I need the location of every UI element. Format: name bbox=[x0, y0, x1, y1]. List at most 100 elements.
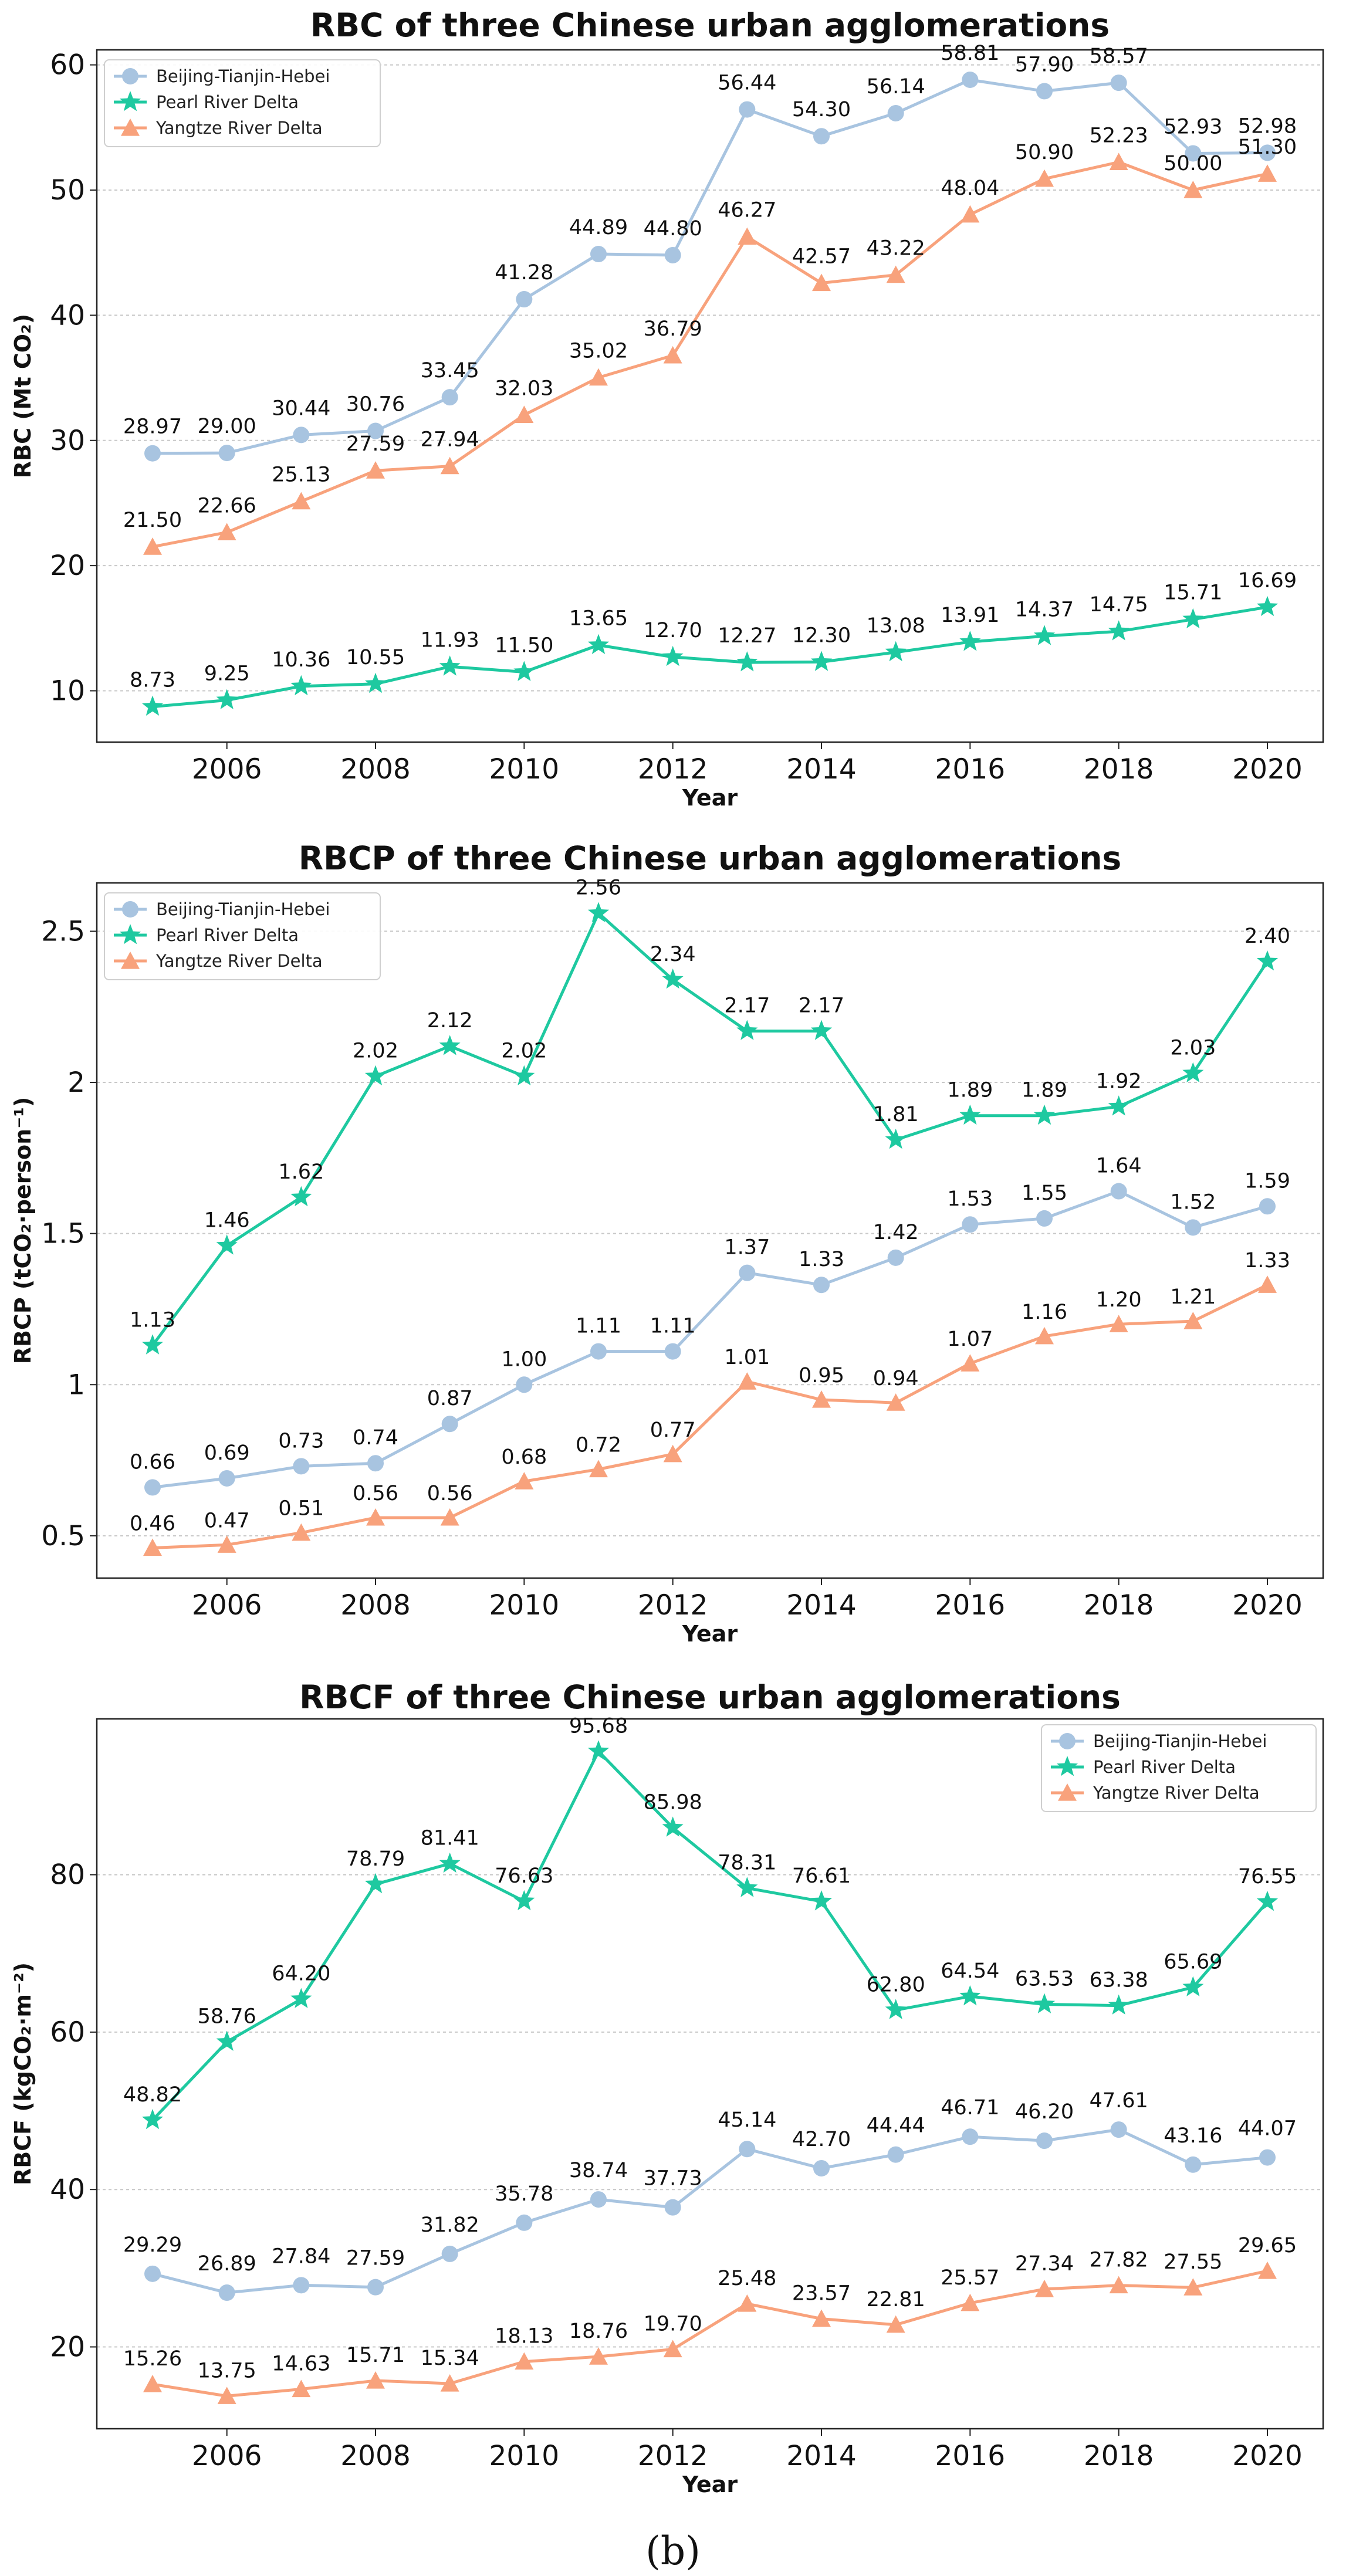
data-label: 64.54 bbox=[941, 1959, 999, 1983]
data-point bbox=[513, 661, 535, 681]
data-point bbox=[143, 1538, 162, 1556]
data-point bbox=[739, 2141, 756, 2158]
x-tick-label: 2016 bbox=[935, 2440, 1006, 2472]
data-label: 85.98 bbox=[644, 1790, 702, 1814]
data-point bbox=[1036, 83, 1053, 100]
legend-box bbox=[1041, 1724, 1317, 1812]
data-point bbox=[516, 1376, 533, 1393]
data-label: 18.13 bbox=[495, 2325, 553, 2348]
x-tick-label: 2018 bbox=[1084, 753, 1154, 786]
data-point bbox=[441, 1416, 458, 1433]
data-label: 23.57 bbox=[792, 2282, 851, 2306]
data-point bbox=[1183, 180, 1203, 198]
data-point bbox=[1035, 1326, 1054, 1345]
legend-label: Pearl River Delta bbox=[1093, 1757, 1236, 1777]
series-line bbox=[152, 605, 1268, 709]
y-tick-label: 30 bbox=[50, 425, 85, 457]
legend-marker bbox=[119, 924, 141, 945]
y-tick-label: 2 bbox=[67, 1067, 85, 1099]
data-label: 13.65 bbox=[569, 607, 628, 631]
x-tick-label: 2008 bbox=[340, 753, 411, 786]
data-label: 38.74 bbox=[569, 2159, 628, 2182]
data-point bbox=[962, 71, 979, 88]
data-point bbox=[962, 1216, 979, 1233]
data-point bbox=[144, 1479, 161, 1496]
data-label: 58.76 bbox=[198, 2005, 256, 2029]
data-point bbox=[367, 422, 384, 439]
data-label: 51.30 bbox=[1238, 136, 1297, 159]
data-point bbox=[441, 389, 458, 406]
series-line bbox=[151, 912, 1269, 1346]
legend-marker bbox=[121, 119, 140, 136]
rbcp-chart: RBCP of three Chinese urban agglomeratio… bbox=[10, 840, 1324, 1647]
data-label: 10.36 bbox=[272, 648, 330, 672]
data-label: 10.55 bbox=[346, 646, 405, 669]
data-label: 13.75 bbox=[198, 2359, 256, 2382]
data-point bbox=[364, 672, 387, 693]
data-point bbox=[516, 291, 533, 308]
series-line bbox=[152, 2128, 1268, 2294]
plot-frame bbox=[96, 1718, 1324, 2430]
data-label: 47.61 bbox=[1090, 2089, 1148, 2113]
data-label: 33.45 bbox=[421, 359, 479, 382]
x-tick-label: 2016 bbox=[935, 1589, 1006, 1622]
series-line bbox=[152, 160, 1268, 549]
data-point bbox=[143, 537, 162, 555]
x-tick-label: 2014 bbox=[786, 1589, 857, 1622]
data-label: 76.63 bbox=[495, 1864, 553, 1888]
data-point bbox=[887, 104, 904, 121]
data-point bbox=[1258, 164, 1277, 182]
rbcf-chart: RBCF of three Chinese urban agglomeratio… bbox=[10, 1678, 1324, 2497]
data-point bbox=[738, 227, 757, 245]
data-label: 11.50 bbox=[495, 634, 553, 658]
data-label: 1.62 bbox=[278, 1160, 324, 1184]
data-label: 78.79 bbox=[346, 1847, 405, 1871]
data-point bbox=[887, 1249, 904, 1266]
legend-marker bbox=[1056, 1756, 1078, 1776]
data-point bbox=[813, 128, 830, 145]
data-label: 27.94 bbox=[421, 428, 479, 452]
data-label: 44.44 bbox=[867, 2114, 925, 2138]
x-tick-label: 2006 bbox=[192, 2440, 262, 2472]
data-point bbox=[515, 1472, 534, 1490]
data-label: 9.25 bbox=[204, 662, 250, 686]
data-label: 25.48 bbox=[718, 2267, 776, 2290]
series-line bbox=[152, 78, 1268, 455]
data-point bbox=[663, 1444, 682, 1463]
data-point bbox=[144, 445, 161, 462]
data-point bbox=[885, 1128, 907, 1149]
data-label: 12.30 bbox=[792, 624, 851, 647]
y-tick-label: 1 bbox=[67, 1369, 85, 1401]
data-point bbox=[367, 1455, 384, 1472]
data-point bbox=[736, 1020, 758, 1040]
data-point bbox=[439, 1852, 461, 1873]
data-point bbox=[589, 368, 608, 386]
data-point bbox=[290, 1186, 312, 1207]
data-label: 2.40 bbox=[1244, 925, 1290, 948]
y-grid: 20 40 60 80 bbox=[50, 1859, 1323, 2363]
data-point bbox=[1185, 1219, 1202, 1236]
data-point bbox=[515, 2352, 534, 2370]
data-label: 30.44 bbox=[272, 397, 330, 420]
data-label: 31.82 bbox=[421, 2213, 479, 2237]
data-label: 18.76 bbox=[569, 2320, 628, 2343]
data-point bbox=[216, 2030, 238, 2051]
data-label: 63.53 bbox=[1015, 1968, 1074, 1991]
data-point bbox=[1256, 950, 1279, 971]
data-label: 1.52 bbox=[1170, 1190, 1216, 1214]
data-label: 50.00 bbox=[1164, 152, 1222, 175]
data-point bbox=[662, 1816, 684, 1837]
x-tick-label: 2014 bbox=[786, 753, 857, 786]
data-point bbox=[587, 1740, 610, 1761]
legend-box bbox=[104, 59, 381, 147]
data-label: 14.75 bbox=[1090, 593, 1148, 617]
x-tick-label: 2016 bbox=[935, 753, 1006, 786]
legend-label: Pearl River Delta bbox=[156, 925, 299, 945]
data-point bbox=[216, 689, 238, 709]
data-label: 76.61 bbox=[792, 1864, 851, 1888]
data-point bbox=[144, 2265, 161, 2282]
data-label: 27.82 bbox=[1090, 2249, 1148, 2272]
data-point bbox=[739, 1264, 756, 1281]
data-point bbox=[812, 1390, 831, 1408]
data-label: 0.66 bbox=[130, 1450, 175, 1474]
